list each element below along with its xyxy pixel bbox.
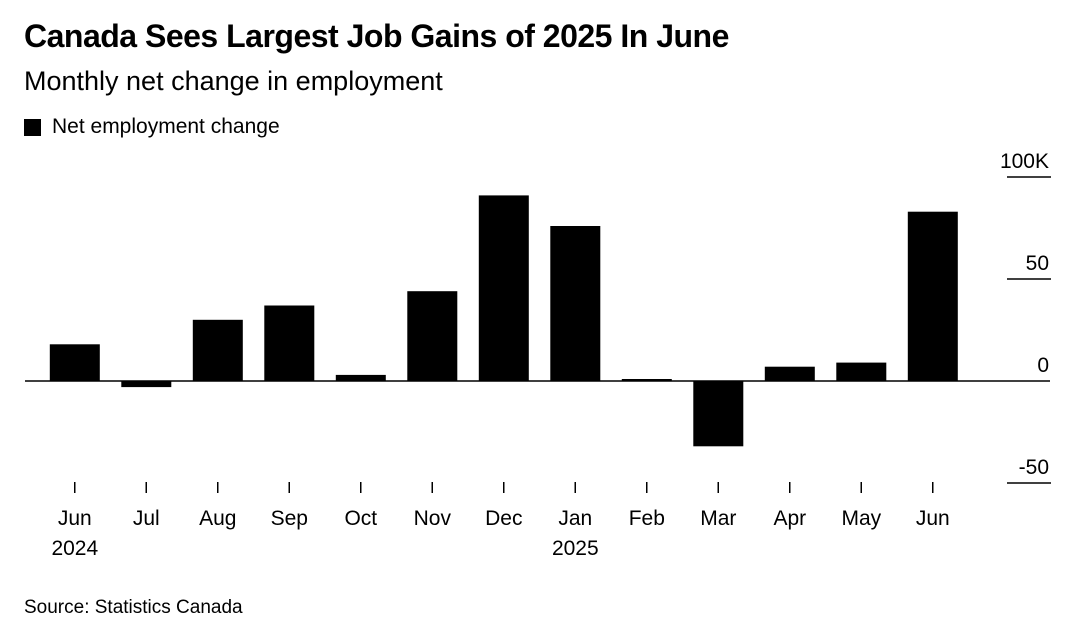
x-tick-label-7: Jan: [558, 507, 592, 530]
chart-legend: Net employment change: [24, 113, 280, 141]
bar-jun-2024: [49, 344, 100, 381]
bar-jan-2025: [550, 226, 601, 381]
x-tick-label-10: Apr: [773, 507, 806, 530]
bar-oct: [335, 374, 386, 381]
x-tick-year-label-7: 2025: [552, 537, 599, 560]
bar-mar: [693, 381, 744, 447]
x-tick-label-0: Jun: [58, 507, 92, 530]
x-tick-year-label-0: 2024: [51, 537, 98, 560]
y-tick-label-100: 100K: [1000, 150, 1049, 173]
x-tick-label-2: Aug: [199, 507, 236, 530]
source-note: Source: Statistics Canada: [24, 597, 243, 618]
bar-jun: [907, 211, 958, 381]
bar-sep: [264, 305, 315, 381]
y-tick-label-50: 50: [1026, 252, 1049, 275]
bar-jul: [121, 381, 172, 388]
chart-subtitle: Monthly net change in employment: [24, 66, 443, 96]
bar-aug: [192, 319, 243, 381]
x-tick-label-3: Sep: [271, 507, 308, 530]
x-tick-label-5: Nov: [414, 507, 452, 530]
chart-title: Canada Sees Largest Job Gains of 2025 In…: [24, 18, 729, 54]
x-tick-label-4: Oct: [344, 507, 377, 530]
bar-may: [836, 362, 887, 381]
x-tick-label-8: Feb: [629, 507, 665, 530]
bar-feb: [621, 379, 672, 381]
bar-apr: [764, 366, 815, 381]
y-tick-label-0: 0: [1037, 354, 1049, 377]
y-tick-label-neg50: -50: [1019, 456, 1049, 479]
bar-dec: [478, 195, 529, 381]
x-tick-label-11: May: [841, 507, 881, 530]
bar-nov: [407, 291, 458, 381]
x-tick-label-9: Mar: [700, 507, 736, 530]
x-tick-label-1: Jul: [133, 507, 160, 530]
x-tick-label-12: Jun: [916, 507, 950, 530]
x-tick-label-6: Dec: [485, 507, 522, 530]
legend-swatch: [24, 118, 41, 136]
legend-label: Net employment change: [52, 115, 280, 138]
